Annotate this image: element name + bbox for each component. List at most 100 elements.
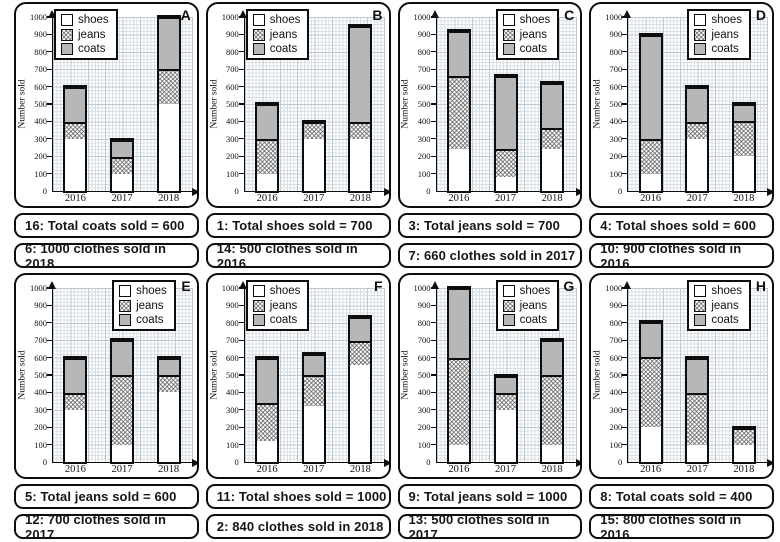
bar-segment-jeans: [112, 157, 132, 174]
y-tick-mark: [622, 85, 628, 88]
legend-label: shoes: [519, 14, 551, 26]
bar-segment-shoes: [303, 139, 324, 191]
bar-segment-shoes: [733, 445, 754, 462]
legend-label: jeans: [711, 28, 739, 41]
statement-box-1: 5: Total jeans sold = 600: [14, 484, 199, 509]
y-tick-mark: [430, 287, 436, 289]
statement-box-2: 13: 500 clothes sold in 2017: [397, 512, 583, 542]
bar-segment-shoes: [158, 104, 179, 191]
y-tick-mark: [430, 85, 436, 88]
chart-panel-G: Number sold shoes jeans coats G 0 100 200 300…: [397, 273, 583, 542]
y-tick-label: 200: [417, 422, 431, 433]
y-tick-label: 200: [417, 151, 431, 162]
y-tick-label: 200: [609, 422, 623, 433]
bar-segment-coats: [448, 31, 469, 76]
x-axis-arrow-icon: [383, 187, 389, 196]
y-tick-mark: [430, 356, 436, 359]
bar-segment-shoes: [495, 410, 516, 462]
legend-label: coats: [136, 314, 164, 326]
y-tick-mark: [47, 172, 52, 175]
legend-label: coats: [269, 314, 298, 326]
y-tick-mark: [430, 409, 436, 411]
chart-legend: shoes jeans coats: [245, 9, 310, 60]
y-tick-mark: [622, 356, 628, 359]
y-axis-arrow-icon: [431, 10, 440, 18]
y-tick-mark: [238, 391, 244, 394]
bar-segment-jeans: [687, 393, 708, 445]
y-tick-mark: [238, 304, 244, 307]
y-tick-label: 900: [417, 29, 431, 40]
statement-box-1: 1: Total shoes sold = 700: [205, 213, 391, 238]
y-tick-mark: [238, 426, 244, 428]
chart-legend: shoes jeans coats: [495, 280, 560, 331]
y-tick-label: 800: [34, 317, 47, 328]
bar-segment-shoes: [257, 174, 278, 191]
y-tick-mark: [47, 138, 52, 140]
y-tick-label: 900: [609, 29, 623, 40]
legend-label: jeans: [136, 299, 164, 312]
bar-segment-shoes: [65, 410, 86, 462]
bar-2016: [63, 356, 88, 464]
y-tick-label: 600: [34, 352, 47, 363]
legend-swatch-shoes: [119, 285, 132, 297]
legend-item-coats: coats: [694, 314, 742, 326]
legend-item-jeans: jeans: [502, 299, 551, 312]
y-tick-label: 600: [417, 352, 431, 363]
bar-segment-coats: [640, 322, 661, 357]
y-tick-mark: [47, 374, 52, 376]
legend-swatch-coats: [252, 314, 265, 326]
statement-box-2: 6: 1000 clothes sold in 2018: [14, 241, 199, 271]
y-tick-label: 0: [426, 186, 431, 196]
bar-segment-coats: [350, 26, 371, 122]
legend-label: coats: [711, 314, 739, 326]
x-axis-arrow-icon: [575, 458, 581, 467]
y-tick-mark: [622, 339, 628, 341]
legend-item-shoes: shoes: [502, 14, 551, 26]
legend-label: shoes: [269, 285, 301, 297]
y-tick-mark: [622, 287, 628, 289]
bar-segment-jeans: [257, 139, 278, 174]
legend-swatch-shoes: [252, 285, 265, 297]
y-tick-mark: [238, 374, 244, 376]
y-tick-label: 500: [609, 99, 623, 109]
bar-segment-jeans: [257, 403, 278, 441]
x-category-label: 2018: [541, 464, 563, 475]
y-tick-mark: [47, 304, 52, 307]
y-tick-mark: [430, 51, 436, 53]
x-category-label: 2017: [495, 193, 516, 204]
y-tick-mark: [430, 322, 436, 324]
y-tick-mark: [238, 155, 244, 157]
y-tick-label: 600: [417, 81, 431, 92]
y-tick-mark: [47, 103, 52, 105]
legend-label: shoes: [269, 14, 301, 26]
y-tick-label: 800: [417, 317, 431, 328]
chart-legend: shoes jeans coats: [687, 9, 751, 60]
y-tick-label: 800: [417, 46, 431, 57]
chart-panel-A: Number sold shoes jeans coats A 0 100 200 300…: [14, 2, 199, 271]
statement-box-2: 2: 840 clothes sold in 2018: [205, 514, 391, 539]
y-tick-label: 600: [609, 352, 623, 363]
y-tick-mark: [430, 374, 436, 376]
legend-swatch-shoes: [502, 14, 515, 26]
y-tick-mark: [430, 426, 436, 428]
y-tick-label: 100: [609, 439, 623, 450]
y-tick-label: 500: [417, 370, 431, 380]
y-tick-mark: [47, 33, 52, 36]
bar-2016: [638, 320, 663, 464]
y-tick-label: 700: [226, 64, 239, 75]
y-tick-label: 800: [609, 46, 623, 57]
legend-swatch-jeans: [61, 28, 73, 41]
y-tick-mark: [47, 391, 52, 394]
y-tick-label: 600: [226, 352, 239, 363]
panel-letter: F: [373, 278, 383, 294]
bar-2018: [540, 338, 565, 464]
stacked-bar-chart: Number sold shoes jeans coats C 0 100 200 300…: [397, 2, 583, 208]
y-tick-label: 0: [234, 457, 239, 467]
statement-box-2: 14: 500 clothes sold in 2016: [205, 241, 391, 271]
y-tick-label: 100: [417, 168, 431, 179]
statement-box-2: 10: 900 clothes sold in 2016: [589, 241, 774, 271]
legend-item-coats: coats: [252, 314, 301, 326]
x-axis-arrow-icon: [192, 458, 197, 467]
bar-2016: [446, 286, 471, 464]
legend-item-shoes: shoes: [502, 285, 550, 297]
